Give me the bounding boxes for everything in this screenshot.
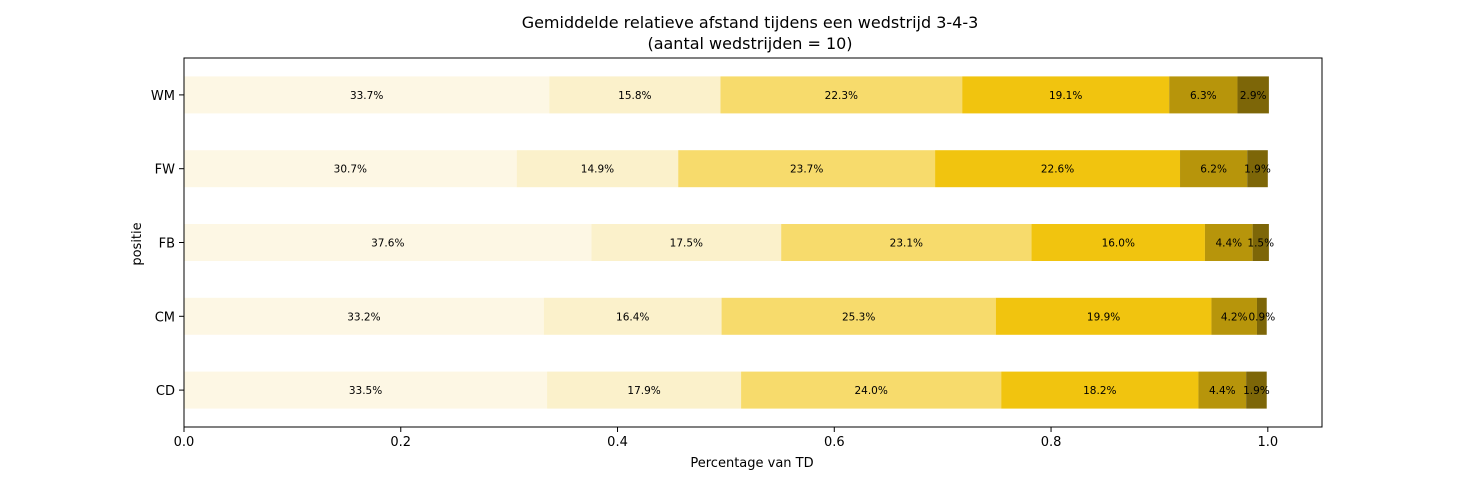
x-tick-label-3: 0.6 (824, 435, 845, 450)
y-tick-label-wm: WM (151, 89, 175, 104)
data-label-fw-1: 30.7% (334, 164, 367, 176)
bar-segment-fw-2 (516, 150, 679, 188)
data-label-cm-2: 16.4% (616, 311, 649, 323)
bar-segment-fb-5 (1204, 224, 1253, 261)
data-label-wm-2: 15.8% (618, 90, 651, 102)
bar-segment-fb-2 (591, 224, 782, 261)
chart-title: Gemiddelde relatieve afstand tijdens een… (522, 13, 979, 32)
data-label-wm-4: 19.1% (1049, 90, 1082, 102)
data-label-fb-2: 17.5% (670, 238, 703, 250)
data-label-cm-1: 33.2% (347, 311, 380, 323)
bar-segment-cm-2 (543, 297, 722, 335)
bar-segment-wm-2 (549, 76, 721, 114)
data-label-fw-2: 14.9% (581, 164, 614, 176)
y-tick-label-cm: CM (155, 310, 175, 325)
bar-segment-cm-6 (1256, 297, 1267, 335)
data-label-cm-3: 25.3% (842, 311, 875, 323)
y-tick-label-cd: CD (156, 384, 175, 399)
data-label-cd-5: 4.4% (1209, 385, 1236, 397)
bar-segment-fb-3 (781, 224, 1032, 261)
bar-segment-cm-1 (184, 297, 544, 335)
bar-segment-cm-3 (721, 297, 996, 335)
data-label-fb-4: 16.0% (1102, 238, 1135, 250)
data-label-cd-6: 1.9% (1243, 385, 1270, 397)
data-label-fw-4: 22.6% (1041, 164, 1074, 176)
data-label-wm-6: 2.9% (1240, 90, 1267, 102)
bar-segment-wm-4 (962, 76, 1170, 114)
x-tick-label-2: 0.4 (607, 435, 628, 450)
data-label-cm-5: 4.2% (1221, 311, 1248, 323)
data-label-cd-2: 17.9% (627, 385, 660, 397)
data-label-cm-6: 0.9% (1249, 311, 1276, 323)
bars-layer: 33.7% 15.8% 22.3% 19.1% 6.3% 2.9% 30.7% 14.9% 23… (184, 76, 1276, 409)
y-tick-label-fw: FW (155, 163, 175, 178)
bar-segment-fw-6 (1247, 150, 1268, 188)
bar-segment-wm-3 (720, 76, 963, 114)
x-tick-label-0: 0.0 (174, 435, 195, 450)
bar-segment-fb-6 (1252, 224, 1269, 261)
y-axis-label: positie (130, 222, 145, 265)
data-label-fw-5: 6.2% (1200, 164, 1227, 176)
data-label-wm-3: 22.3% (825, 90, 858, 102)
bar-segment-cm-4 (995, 297, 1212, 335)
data-label-fb-5: 4.4% (1215, 238, 1242, 250)
bar-segment-fb-1 (184, 224, 592, 261)
data-label-cm-4: 19.9% (1087, 311, 1120, 323)
bar-segment-fb-4 (1031, 224, 1205, 261)
bar-segment-cd-6 (1246, 371, 1267, 409)
ticks-layer: WM FW FB CM CD 0.0 0.2 0.4 0.6 0.8 1.0 (151, 89, 1278, 450)
data-label-fb-6: 1.5% (1247, 238, 1274, 250)
bar-segment-fw-4 (935, 150, 1181, 188)
y-tick-label-fb: FB (159, 237, 175, 252)
bar-segment-cd-3 (741, 371, 1002, 409)
data-label-cd-1: 33.5% (349, 385, 382, 397)
bar-segment-cd-1 (184, 371, 548, 409)
x-tick-label-5: 1.0 (1257, 435, 1278, 450)
bar-segment-fw-3 (678, 150, 936, 188)
bar-segment-fw-5 (1180, 150, 1248, 188)
bar-segment-fw-1 (184, 150, 517, 188)
data-label-wm-1: 33.7% (350, 90, 383, 102)
x-axis-label: Percentage van TD (690, 456, 813, 471)
bar-segment-cm-5 (1211, 297, 1257, 335)
bar-segment-wm-1 (184, 76, 550, 114)
bar-segment-cd-2 (547, 371, 742, 409)
bar-segment-cd-4 (1001, 371, 1199, 409)
data-label-wm-5: 6.3% (1190, 90, 1217, 102)
data-label-cd-3: 24.0% (854, 385, 887, 397)
bar-segment-wm-6 (1237, 76, 1269, 114)
bar-segment-wm-5 (1169, 76, 1238, 114)
bar-segment-cd-5 (1198, 371, 1247, 409)
data-label-fb-3: 23.1% (890, 238, 923, 250)
data-label-fw-3: 23.7% (790, 164, 823, 176)
data-label-fb-1: 37.6% (371, 238, 404, 250)
chart-subtitle: (aantal wedstrijden = 10) (647, 34, 852, 53)
data-label-fw-6: 1.9% (1244, 164, 1271, 176)
x-tick-label-4: 0.8 (1041, 435, 1062, 450)
data-label-cd-4: 18.2% (1083, 385, 1116, 397)
x-tick-label-1: 0.2 (390, 435, 411, 450)
